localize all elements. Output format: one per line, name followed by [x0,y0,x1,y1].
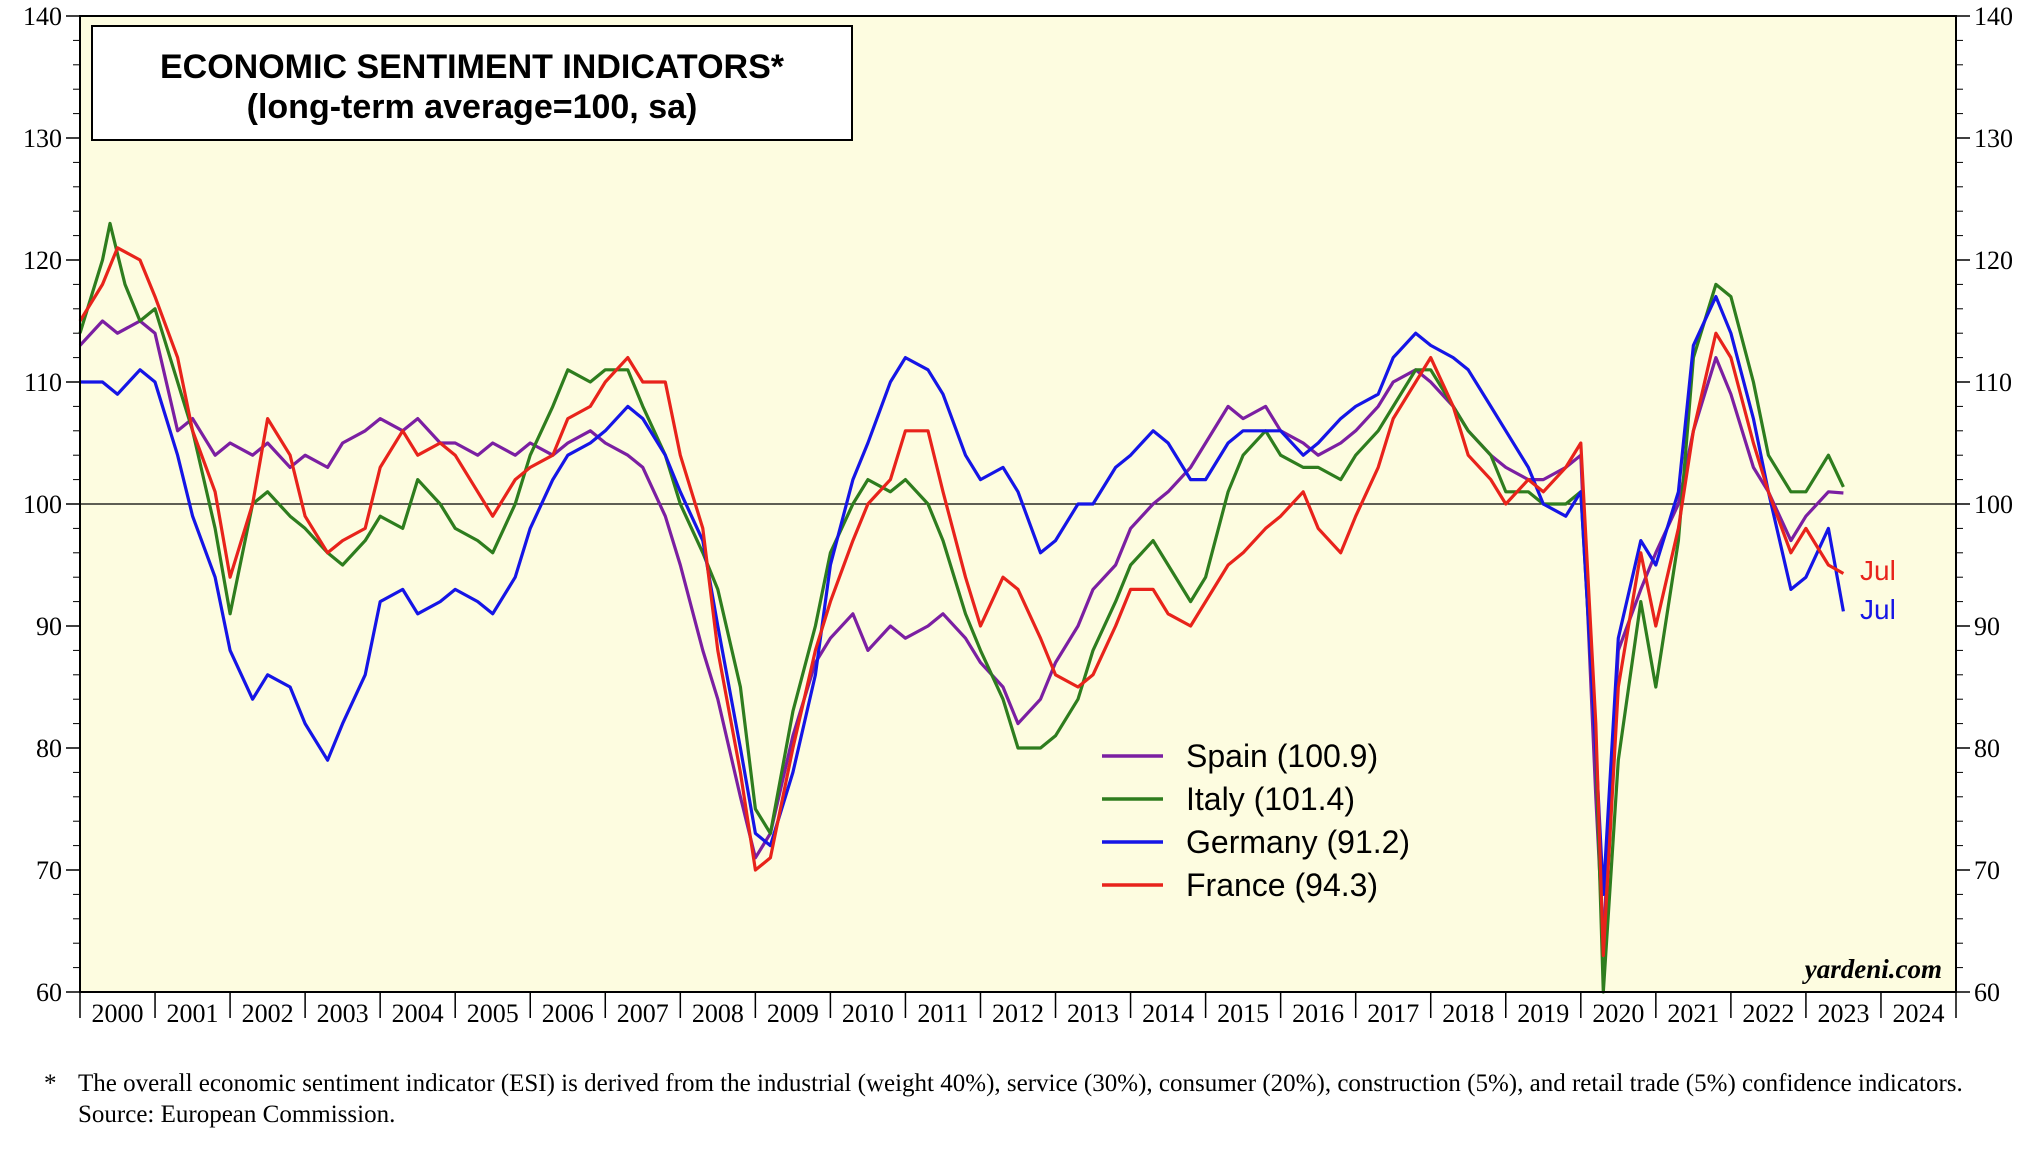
chart-subtitle: (long-term average=100, sa) [247,88,698,126]
title-box: ECONOMIC SENTIMENT INDICATORS* (long-ter… [91,25,853,141]
y-tick-label-left-140: 140 [23,2,62,31]
legend-label-germany: Germany (91.2) [1186,824,1410,860]
x-tick-label-2010: 2010 [842,999,894,1028]
x-tick-label-2009: 2009 [767,999,819,1028]
x-tick-label-2003: 2003 [317,999,369,1028]
x-tick-label-2011: 2011 [917,999,968,1028]
legend-label-france: France (94.3) [1186,867,1378,903]
x-tick-label-2005: 2005 [467,999,519,1028]
y-tick-label-left-120: 120 [23,246,62,275]
y-tick-label-left-80: 80 [36,734,62,763]
legend: Spain (100.9) Italy (101.4) Germany (91.2)… [1102,738,1410,903]
x-tick-label-2013: 2013 [1067,999,1119,1028]
x-tick-label-2023: 2023 [1817,999,1869,1028]
y-tick-label-right-130: 130 [1974,124,2013,153]
y-tick-label-left-100: 100 [23,490,62,519]
x-tick-label-2012: 2012 [992,999,1044,1028]
x-tick-label-2001: 2001 [167,999,219,1028]
x-tick-label-2015: 2015 [1217,999,1269,1028]
x-tick-label-2020: 2020 [1592,999,1644,1028]
y-tick-label-right-90: 90 [1974,612,2000,641]
y-tick-label-left-130: 130 [23,124,62,153]
series-line-france [78,246,1845,957]
x-tick-label-2006: 2006 [542,999,594,1028]
y-tick-label-left-110: 110 [24,368,62,397]
source-note: Source: European Commission. [78,1101,396,1128]
axes: 60 60 70 70 80 80 90 90 100 100 110 110 120 120 130 130… [23,2,2013,1028]
y-tick-label-left-70: 70 [36,856,62,885]
end-labels: Jul Jul [1860,555,1896,625]
series-line-italy [78,221,1845,994]
x-tick-label-2021: 2021 [1667,999,1719,1028]
x-tick-label-2002: 2002 [242,999,294,1028]
footnote-text: The overall economic sentiment indicator… [78,1070,1963,1097]
y-tick-label-right-80: 80 [1974,734,2000,763]
legend-label-spain: Spain (100.9) [1186,738,1378,774]
footnote: * The overall economic sentiment indicat… [44,1068,2004,1130]
y-tick-label-left-90: 90 [36,612,62,641]
x-tick-label-2024: 2024 [1892,999,1944,1028]
x-tick-label-2004: 2004 [392,999,444,1028]
x-tick-label-2008: 2008 [692,999,744,1028]
legend-label-italy: Italy (101.4) [1186,781,1355,817]
chart-title: ECONOMIC SENTIMENT INDICATORS* [160,48,785,86]
y-tick-label-right-110: 110 [1974,368,2012,397]
x-tick-label-2017: 2017 [1367,999,1419,1028]
series-layer [78,221,1845,994]
x-tick-label-2019: 2019 [1517,999,1569,1028]
x-tick-label-2018: 2018 [1442,999,1494,1028]
y-tick-label-right-100: 100 [1974,490,2013,519]
watermark: yardeni.com [1802,954,1942,984]
x-tick-label-2014: 2014 [1142,999,1194,1028]
y-tick-label-right-70: 70 [1974,856,2000,885]
y-tick-label-right-120: 120 [1974,246,2013,275]
y-tick-label-right-140: 140 [1974,2,2013,31]
x-tick-label-2022: 2022 [1742,999,1794,1028]
end-label-germany: Jul [1860,594,1896,625]
x-tick-label-2016: 2016 [1292,999,1344,1028]
x-tick-label-2007: 2007 [617,999,669,1028]
x-tick-label-2000: 2000 [92,999,144,1028]
y-tick-label-right-60: 60 [1974,978,2000,1007]
end-label-france: Jul [1860,555,1896,586]
y-tick-label-left-60: 60 [36,978,62,1007]
series-line-germany [80,295,1845,896]
footnote-marker: * [44,1070,57,1097]
